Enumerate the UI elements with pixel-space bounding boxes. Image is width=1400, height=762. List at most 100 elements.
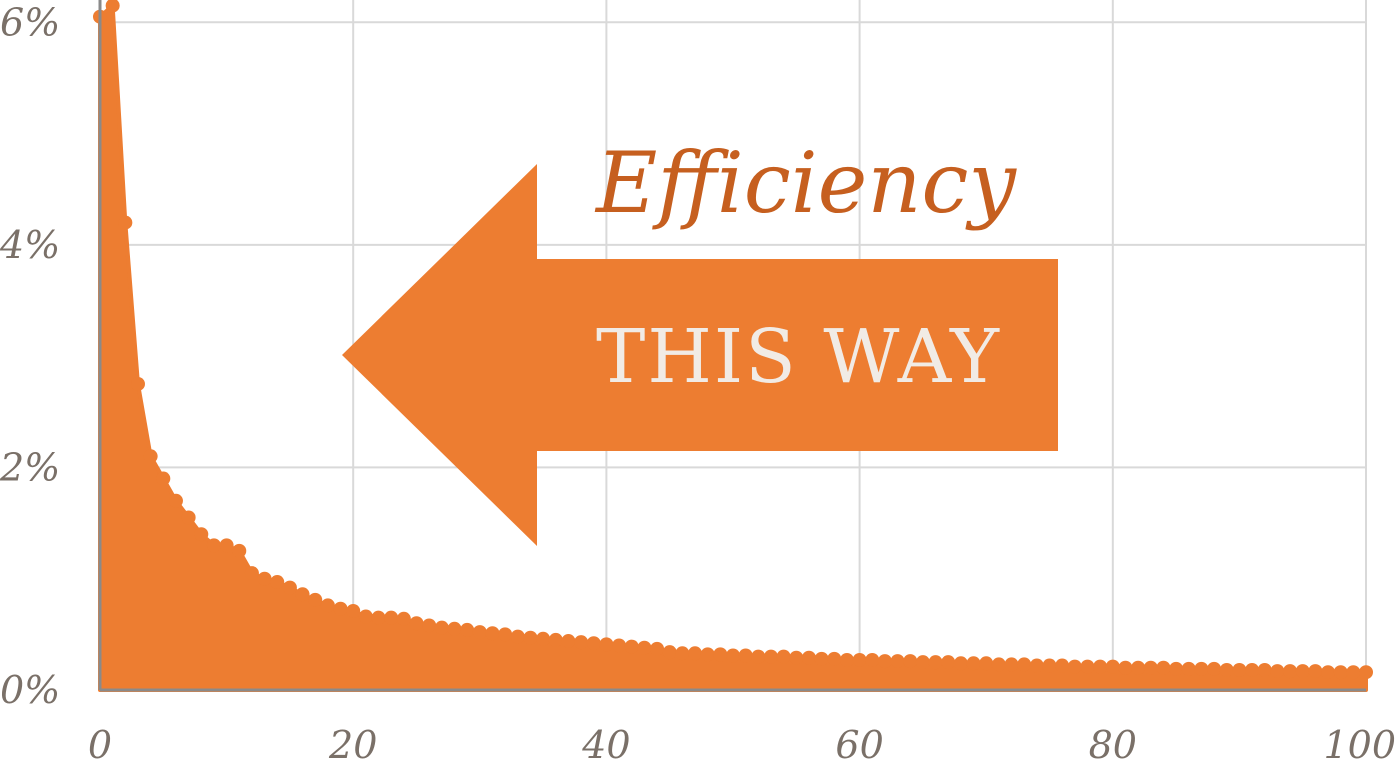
data-point-68 <box>953 656 968 671</box>
data-point-95 <box>1295 664 1310 679</box>
data-point-26 <box>422 618 437 633</box>
data-point-75 <box>1042 658 1057 673</box>
data-point-91 <box>1245 662 1260 677</box>
data-point-87 <box>1194 661 1209 676</box>
data-point-73 <box>1017 657 1032 672</box>
data-point-63 <box>890 654 905 669</box>
data-point-92 <box>1257 662 1272 677</box>
data-points <box>93 0 1373 680</box>
data-point-20 <box>346 603 361 618</box>
data-point-61 <box>865 652 880 667</box>
data-point-43 <box>637 640 652 655</box>
data-point-36 <box>548 632 563 647</box>
data-point-74 <box>1029 658 1044 673</box>
data-point-47 <box>688 646 703 661</box>
data-point-88 <box>1207 661 1222 676</box>
data-point-22 <box>371 610 386 625</box>
y-tick-label-1: 2% <box>0 445 60 489</box>
data-point-100 <box>1359 665 1373 680</box>
data-point-25 <box>409 616 424 631</box>
data-point-4 <box>143 449 158 464</box>
x-tick-label-1: 20 <box>328 723 377 762</box>
data-point-32 <box>498 627 513 642</box>
data-point-78 <box>1080 659 1095 674</box>
data-point-11 <box>232 543 247 558</box>
data-point-19 <box>333 601 348 616</box>
data-point-34 <box>523 630 538 645</box>
x-tick-label-5: 100 <box>1323 723 1396 762</box>
data-point-53 <box>763 649 778 664</box>
data-point-46 <box>675 646 690 661</box>
data-point-35 <box>536 631 551 646</box>
data-point-64 <box>903 654 918 669</box>
this-way-annotation: THIS WAY <box>596 314 1001 400</box>
data-point-83 <box>1143 660 1158 675</box>
data-point-99 <box>1346 665 1361 680</box>
data-point-1 <box>105 0 120 13</box>
x-tick-label-0: 0 <box>88 723 112 762</box>
data-point-94 <box>1283 664 1298 679</box>
data-point-86 <box>1181 661 1196 676</box>
data-point-42 <box>624 639 639 654</box>
data-point-9 <box>206 538 221 553</box>
y-tick-label-3: 6% <box>0 0 60 44</box>
data-point-5 <box>156 471 171 486</box>
axes <box>98 0 1366 692</box>
data-point-65 <box>915 655 930 670</box>
data-point-72 <box>1004 657 1019 672</box>
data-point-17 <box>308 592 323 607</box>
data-point-70 <box>979 656 994 671</box>
data-point-6 <box>168 493 183 508</box>
x-tick-label-3: 60 <box>835 723 883 762</box>
data-point-52 <box>751 649 766 664</box>
data-point-97 <box>1321 665 1336 680</box>
x-tick-label-2: 40 <box>581 723 630 762</box>
data-point-67 <box>941 655 956 670</box>
data-point-3 <box>130 376 145 391</box>
y-tick-label-2: 4% <box>0 223 60 267</box>
data-point-31 <box>485 626 500 641</box>
data-point-89 <box>1219 662 1234 677</box>
data-point-54 <box>776 649 791 664</box>
data-point-76 <box>1055 658 1070 673</box>
data-point-27 <box>434 620 449 635</box>
y-tick-labels: 0% 2% 4% 6% <box>0 0 60 712</box>
data-point-7 <box>181 510 196 525</box>
data-point-50 <box>726 648 740 663</box>
data-point-85 <box>1169 661 1184 676</box>
data-point-59 <box>839 652 854 667</box>
data-point-81 <box>1118 660 1133 675</box>
data-point-16 <box>295 587 310 602</box>
data-point-51 <box>738 648 753 663</box>
data-point-14 <box>270 575 285 590</box>
data-point-80 <box>1105 659 1120 674</box>
data-point-30 <box>472 625 487 640</box>
data-point-2 <box>118 215 133 230</box>
data-point-18 <box>320 598 335 613</box>
data-point-41 <box>612 638 627 653</box>
data-point-13 <box>257 571 272 586</box>
data-point-60 <box>852 652 867 667</box>
x-tick-label-4: 80 <box>1089 723 1137 762</box>
data-point-10 <box>219 538 234 553</box>
data-point-93 <box>1270 664 1285 679</box>
data-point-40 <box>599 637 614 652</box>
annotation-arrow-group: Efficiency THIS WAY <box>342 134 1058 546</box>
data-point-90 <box>1232 662 1247 677</box>
data-point-8 <box>194 527 209 542</box>
data-point-55 <box>789 650 804 665</box>
data-point-98 <box>1333 665 1348 680</box>
data-point-66 <box>928 655 943 670</box>
data-point-48 <box>700 647 715 662</box>
data-point-69 <box>966 656 981 671</box>
data-point-24 <box>396 611 411 626</box>
data-point-56 <box>801 650 816 665</box>
data-point-39 <box>586 636 601 651</box>
data-point-21 <box>358 609 373 624</box>
data-point-77 <box>1067 659 1082 674</box>
grid-lines <box>100 0 1367 690</box>
x-tick-labels: 0 20 40 60 80 100 <box>88 723 1396 762</box>
data-point-96 <box>1308 664 1323 679</box>
